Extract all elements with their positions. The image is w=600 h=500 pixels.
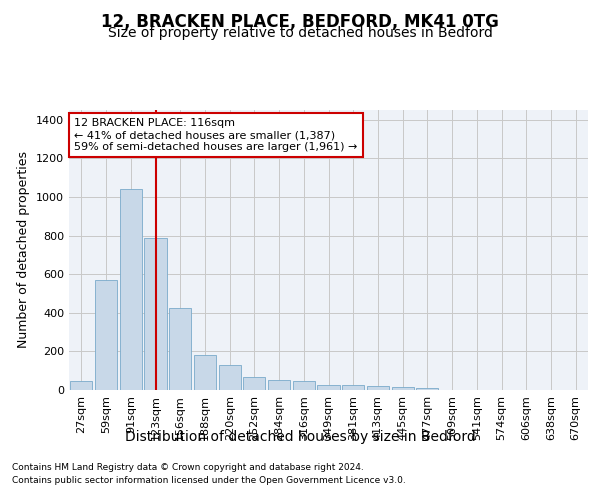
- Bar: [218, 365, 241, 390]
- Text: 12, BRACKEN PLACE, BEDFORD, MK41 0TG: 12, BRACKEN PLACE, BEDFORD, MK41 0TG: [101, 12, 499, 30]
- Y-axis label: Number of detached properties: Number of detached properties: [17, 152, 31, 348]
- Bar: [392, 387, 414, 390]
- Bar: [367, 386, 389, 390]
- Text: Contains public sector information licensed under the Open Government Licence v3: Contains public sector information licen…: [12, 476, 406, 485]
- Text: Distribution of detached houses by size in Bedford: Distribution of detached houses by size …: [125, 430, 475, 444]
- Bar: [416, 388, 439, 390]
- Bar: [342, 384, 364, 390]
- Bar: [169, 308, 191, 390]
- Bar: [70, 382, 92, 390]
- Text: 12 BRACKEN PLACE: 116sqm
← 41% of detached houses are smaller (1,387)
59% of sem: 12 BRACKEN PLACE: 116sqm ← 41% of detach…: [74, 118, 358, 152]
- Bar: [268, 380, 290, 390]
- Bar: [119, 189, 142, 390]
- Bar: [293, 382, 315, 390]
- Bar: [317, 384, 340, 390]
- Text: Size of property relative to detached houses in Bedford: Size of property relative to detached ho…: [107, 26, 493, 40]
- Bar: [243, 378, 265, 390]
- Bar: [145, 238, 167, 390]
- Text: Contains HM Land Registry data © Crown copyright and database right 2024.: Contains HM Land Registry data © Crown c…: [12, 462, 364, 471]
- Bar: [194, 355, 216, 390]
- Bar: [95, 280, 117, 390]
